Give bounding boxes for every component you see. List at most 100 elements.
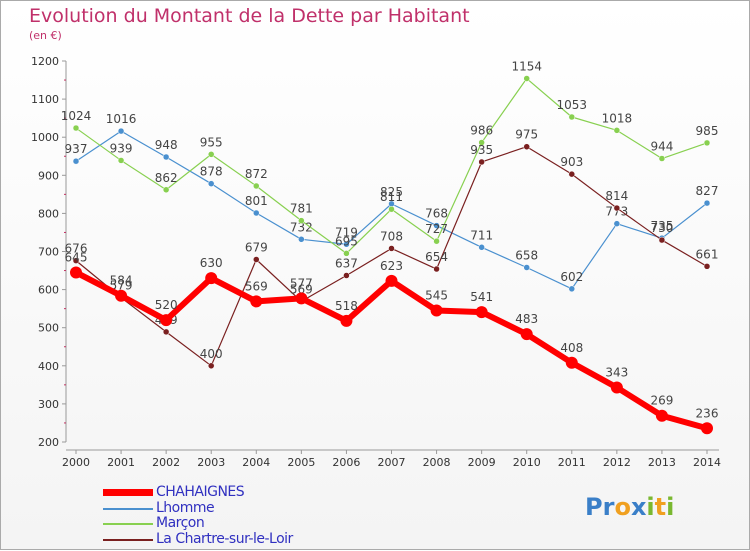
- data-point-chahaignes: [70, 266, 82, 279]
- data-label-la-chartre-sur-le-loir: 935: [470, 143, 493, 157]
- data-point-lhomme: [433, 222, 440, 229]
- data-label-chahaignes: 343: [605, 366, 628, 380]
- data-label-lhomme: 878: [200, 165, 223, 179]
- data-point-chahaignes: [115, 289, 128, 302]
- data-label-lhomme: 768: [425, 207, 448, 221]
- data-label-chahaignes: 408: [560, 341, 583, 355]
- data-label-lhomme: 732: [290, 220, 313, 234]
- data-label-la-chartre-sur-le-loir: 679: [245, 241, 268, 255]
- x-tick-label: 2011: [558, 456, 586, 469]
- x-tick-label: 2012: [603, 456, 631, 469]
- x-tick-label: 2008: [423, 456, 451, 469]
- data-point-la-chartre-sur-le-loir: [207, 362, 215, 370]
- data-label-chahaignes: 623: [380, 259, 403, 273]
- data-point-chahaignes: [430, 304, 443, 317]
- legend-label: Lhomme: [156, 499, 215, 516]
- data-label-lhomme: 1016: [106, 112, 137, 126]
- logo-letter: P: [585, 493, 603, 521]
- data-point-la-chartre-sur-le-loir: [478, 158, 485, 166]
- logo-letter: t: [654, 493, 667, 521]
- data-point-mar-on: [207, 151, 215, 158]
- data-point-mar-on: [117, 157, 125, 164]
- data-label-la-chartre-sur-le-loir: 676: [65, 242, 88, 256]
- chart-subtitle: (en €): [29, 29, 62, 42]
- data-point-mar-on: [523, 75, 530, 82]
- legend-label: Marçon: [156, 515, 205, 531]
- data-label-chahaignes: 520: [155, 298, 178, 312]
- data-label-chahaignes: 577: [290, 276, 313, 290]
- data-point-lhomme: [72, 157, 80, 165]
- data-point-la-chartre-sur-le-loir: [72, 257, 80, 264]
- data-point-mar-on: [613, 127, 621, 134]
- data-label-chahaignes: 545: [425, 289, 448, 303]
- data-label-lhomme: 827: [696, 184, 719, 198]
- data-label-la-chartre-sur-le-loir: 708: [380, 229, 403, 243]
- data-point-la-chartre-sur-le-loir: [343, 272, 350, 279]
- data-point-la-chartre-sur-le-loir: [568, 170, 576, 178]
- y-tick-label: 500: [38, 322, 59, 335]
- data-label-mar-on: 695: [335, 234, 358, 248]
- data-label-lhomme: 735: [650, 219, 673, 233]
- data-label-lhomme: 719: [335, 225, 358, 239]
- data-label-mar-on: 986: [470, 124, 493, 138]
- legend-swatch: [103, 507, 153, 510]
- x-tick-label: 2007: [378, 456, 406, 469]
- data-point-la-chartre-sur-le-loir: [388, 245, 395, 252]
- data-label-chahaignes: 269: [650, 394, 673, 408]
- data-point-chahaignes: [160, 314, 173, 327]
- data-label-lhomme: 602: [560, 270, 583, 284]
- y-tick-label: 600: [38, 284, 59, 297]
- data-point-mar-on: [343, 250, 350, 257]
- data-point-chahaignes: [610, 381, 623, 394]
- data-label-chahaignes: 483: [515, 312, 538, 326]
- data-label-lhomme: 825: [380, 185, 403, 199]
- logo-letter: o: [614, 493, 631, 521]
- data-point-la-chartre-sur-le-loir: [433, 265, 440, 273]
- data-point-mar-on: [253, 182, 260, 190]
- x-tick-label: 2013: [648, 456, 676, 469]
- legend-swatch: [103, 538, 153, 541]
- data-label-chahaignes: 569: [245, 279, 268, 293]
- data-label-mar-on: 944: [650, 140, 673, 154]
- y-tick-label: 700: [38, 246, 59, 259]
- data-point-chahaignes: [295, 292, 308, 305]
- data-label-chahaignes: 584: [110, 274, 133, 288]
- data-point-chahaignes: [655, 409, 668, 422]
- data-label-la-chartre-sur-le-loir: 903: [560, 155, 583, 169]
- data-point-chahaignes: [385, 274, 398, 287]
- x-tick-label: 2001: [107, 456, 135, 469]
- data-point-chahaignes: [701, 422, 713, 435]
- logo-letter: r: [602, 493, 615, 521]
- data-label-la-chartre-sur-le-loir: 730: [650, 221, 673, 235]
- data-label-lhomme: 711: [470, 228, 493, 242]
- legend-swatch: [103, 523, 153, 525]
- logo-letter: i: [646, 493, 655, 521]
- data-point-mar-on: [162, 186, 170, 194]
- data-label-mar-on: 1018: [602, 111, 633, 125]
- data-label-la-chartre-sur-le-loir: 569: [290, 282, 313, 296]
- x-tick-label: 2003: [197, 456, 225, 469]
- data-label-la-chartre-sur-le-loir: 637: [335, 257, 358, 271]
- data-point-mar-on: [72, 124, 80, 132]
- data-point-chahaignes: [250, 295, 263, 308]
- data-label-mar-on: 1154: [511, 60, 542, 74]
- x-tick-label: 2004: [242, 456, 270, 469]
- data-point-mar-on: [388, 205, 395, 213]
- data-label-la-chartre-sur-le-loir: 661: [696, 247, 719, 261]
- x-tick-label: 2009: [468, 456, 496, 469]
- legend-label: CHAHAIGNES: [156, 484, 245, 500]
- y-tick-label: 1100: [31, 93, 59, 106]
- data-point-mar-on: [298, 217, 305, 224]
- data-label-mar-on: 872: [245, 167, 268, 181]
- data-label-lhomme: 937: [65, 142, 88, 156]
- data-point-chahaignes: [205, 272, 218, 285]
- data-point-lhomme: [343, 241, 350, 248]
- data-point-lhomme: [298, 236, 305, 243]
- legend-label: La Chartre-sur-le-Loir: [156, 530, 293, 547]
- data-label-la-chartre-sur-le-loir: 814: [605, 189, 628, 203]
- y-tick-label: 1200: [31, 55, 59, 68]
- data-point-lhomme: [613, 220, 621, 227]
- data-label-mar-on: 781: [290, 202, 313, 216]
- data-label-la-chartre-sur-le-loir: 579: [110, 279, 133, 293]
- data-label-chahaignes: 518: [335, 299, 358, 313]
